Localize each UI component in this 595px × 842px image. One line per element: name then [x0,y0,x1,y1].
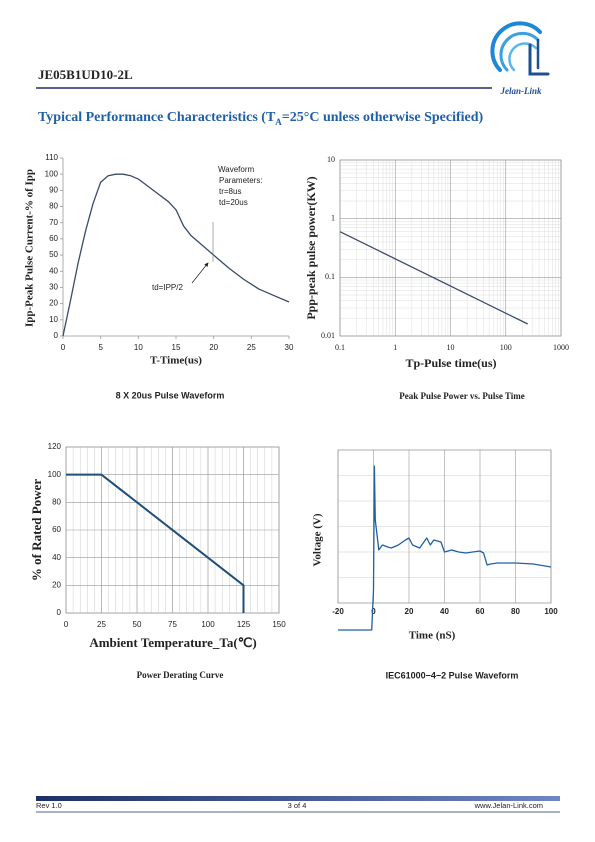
x-axis-label: Tp-Pulse time(us) [406,356,497,370]
x-axis-label: Time (nS) [409,630,456,642]
y-tick-label: 100 [45,169,59,178]
y-tick-label: 20 [49,299,58,308]
x-tick-label: 75 [168,620,177,629]
y-tick-label: 0.1 [325,272,335,281]
x-tick-label: 15 [172,343,181,352]
y-tick-label: 1 [331,213,335,222]
y-tick-label: 50 [49,250,58,259]
y-tick-label: 80 [49,202,58,211]
y-axis-label: Ipp-Peak Pulse Current-% of Ipp [24,169,36,327]
annotation: td=IPP/2 [152,283,183,292]
x-tick-label: 40 [440,607,449,616]
x-tick-label: -20 [332,607,344,616]
y-tick-label: 20 [52,580,61,589]
y-tick-label: 60 [49,234,58,243]
x-tick-label: 0.1 [335,343,345,352]
y-axis-label: % of Rated Power [29,479,44,581]
title-subscript: A [275,117,282,127]
x-tick-label: 0 [61,343,66,352]
y-tick-label: 30 [49,283,58,292]
x-tick-label: 50 [133,620,142,629]
data-line [66,473,245,613]
chart-caption: IEC61000−4−2 Pulse Waveform [386,670,519,680]
y-tick-label: 0 [54,331,59,340]
footer-page: 3 of 4 [288,801,307,810]
data-line [339,231,529,325]
x-tick-label: 100 [201,620,215,629]
y-axis-label: Voltage (V) [312,513,324,566]
annotation: tr=8us [219,187,241,196]
x-tick-label: 10 [134,343,143,352]
annotation: Parameters: [219,176,263,185]
x-tick-label: 30 [285,343,294,352]
x-axis-label: Ambient Temperature_Ta(℃) [89,635,256,650]
x-tick-label: 25 [247,343,256,352]
x-tick-label: 100 [544,607,558,616]
x-tick-label: 5 [98,343,103,352]
annotation: td=20us [219,198,248,207]
chart-caption: 8 X 20us Pulse Waveform [116,390,225,400]
y-tick-label: 40 [52,553,61,562]
x-tick-label: 20 [405,607,414,616]
x-tick-label: 150 [272,620,286,629]
footer-website: www.Jelan-Link.com [474,801,543,810]
y-tick-label: 40 [49,266,58,275]
y-tick-label: 10 [49,315,58,324]
y-tick-label: 0 [57,608,62,617]
x-tick-label: 25 [97,620,106,629]
y-tick-label: 80 [52,497,61,506]
footer-bar [36,796,560,801]
x-tick-label: 80 [511,607,520,616]
y-tick-label: 60 [52,525,61,534]
x-tick-label: 100 [500,343,512,352]
x-tick-label: 0 [371,607,376,616]
x-axis-label: T-Time(us) [150,355,202,367]
y-tick-label: 10 [327,155,335,164]
x-tick-label: 1 [393,343,397,352]
x-tick-label: 125 [237,620,251,629]
y-axis-label: Ppp-peak pulse power(KW) [304,176,318,319]
y-tick-label: 120 [48,442,62,451]
title-part: Typical Performance Characteristics (T [38,110,276,125]
logo [490,21,550,76]
section-title: Typical Performance Characteristics (TA=… [38,110,484,127]
data-line [338,465,552,631]
y-tick-label: 90 [49,185,58,194]
y-tick-label: 110 [45,153,58,162]
y-tick-label: 0.01 [321,331,335,340]
chart-caption: Peak Pulse Power vs. Pulse Time [399,391,525,401]
x-tick-label: 20 [209,343,218,352]
footer-revision: Rev 1.0 [36,801,62,810]
logo-text: Jelan-Link [499,86,542,96]
title-part: =25°C unless otherwise Specified) [282,110,484,125]
x-tick-label: 1000 [553,343,569,352]
part-number: JE05B1UD10-2L [38,67,133,82]
x-tick-label: 0 [64,620,69,629]
annotation: Waveform [218,165,254,174]
y-tick-label: 100 [48,470,62,479]
y-tick-label: 70 [49,218,58,227]
data-line [62,173,290,337]
annotation-arrow [191,262,209,284]
x-tick-label: 10 [447,343,455,352]
chart-caption: Power Derating Curve [137,670,224,680]
x-tick-label: 60 [476,607,485,616]
